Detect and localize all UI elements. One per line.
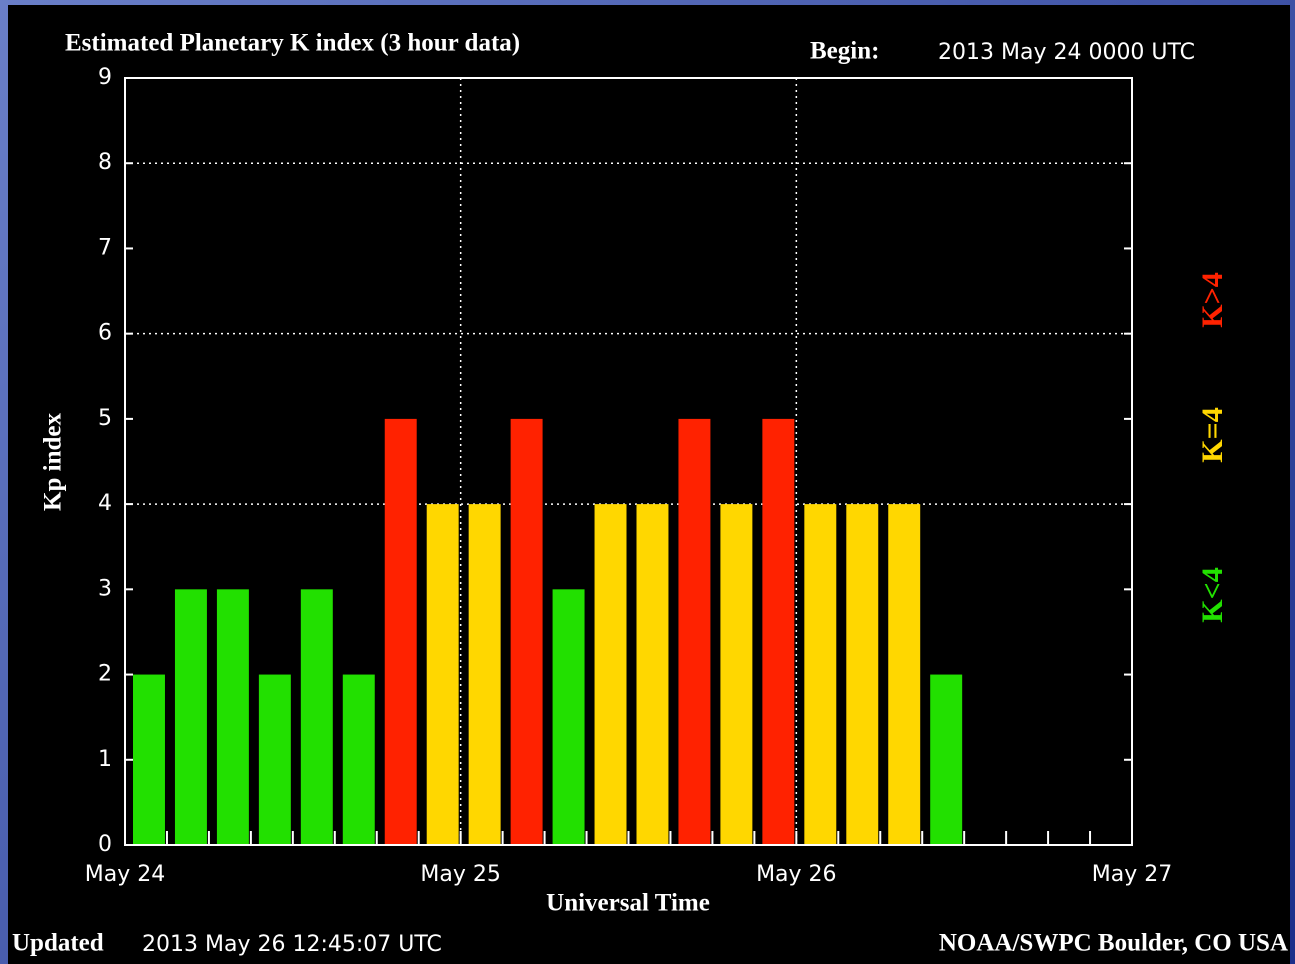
- y-axis-label: Kp index: [40, 413, 67, 511]
- x-tick-label: May 26: [756, 862, 836, 887]
- credit: NOAA/SWPC Boulder, CO USA: [939, 930, 1288, 957]
- begin-label: Begin:: [810, 38, 879, 65]
- x-tick-label: May 25: [420, 862, 500, 887]
- bar: [174, 589, 207, 845]
- legend-label: K>4: [1196, 272, 1229, 327]
- y-tick-label: 8: [98, 150, 112, 175]
- y-tick-label: 2: [98, 662, 112, 687]
- legend-label: K=4: [1196, 407, 1229, 462]
- plot-frame: [124, 77, 1133, 846]
- y-tick-label: 9: [98, 65, 112, 90]
- x-tick-label: May 24: [85, 862, 165, 887]
- bar: [636, 504, 669, 845]
- bar: [846, 504, 879, 845]
- x-tick-label: May 27: [1092, 862, 1172, 887]
- bar: [133, 674, 165, 845]
- bar: [468, 504, 501, 845]
- bar: [384, 418, 417, 845]
- bar: [552, 589, 585, 845]
- chart-title: Estimated Planetary K index (3 hour data…: [65, 30, 520, 57]
- bar: [510, 418, 543, 845]
- y-tick-label: 6: [98, 321, 112, 346]
- y-tick-label: 7: [98, 235, 112, 260]
- updated-date: 2013 May 26 12:45:07 UTC: [142, 932, 442, 957]
- y-tick-label: 5: [98, 406, 112, 431]
- y-tick-label: 1: [98, 747, 112, 772]
- bar: [720, 504, 753, 845]
- bar: [930, 674, 963, 845]
- bar: [804, 504, 837, 845]
- bar: [300, 589, 333, 845]
- bar: [216, 589, 249, 845]
- bar: [678, 418, 711, 845]
- bar: [258, 674, 291, 845]
- legend-label: K<4: [1196, 567, 1229, 622]
- bar: [762, 418, 795, 845]
- x-axis-label: Universal Time: [546, 890, 710, 917]
- y-tick-label: 3: [98, 576, 112, 601]
- bar: [342, 674, 375, 845]
- bar: [594, 504, 627, 845]
- bar: [888, 504, 921, 845]
- begin-date: 2013 May 24 0000 UTC: [938, 40, 1195, 65]
- y-tick-label: 4: [98, 491, 112, 516]
- updated-label: Updated: [12, 930, 104, 957]
- bar: [426, 504, 459, 845]
- y-tick-label: 0: [98, 832, 112, 857]
